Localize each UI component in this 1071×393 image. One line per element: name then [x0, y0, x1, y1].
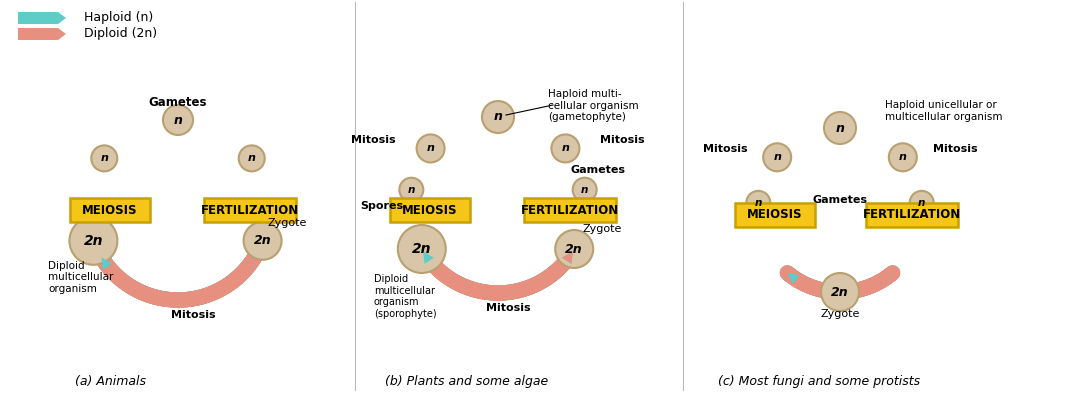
- Text: (b) Plants and some algae: (b) Plants and some algae: [384, 375, 548, 389]
- Text: n: n: [561, 143, 570, 153]
- Text: FERTILIZATION: FERTILIZATION: [521, 204, 619, 217]
- Text: MEIOSIS: MEIOSIS: [82, 204, 138, 217]
- Text: 2n: 2n: [84, 234, 103, 248]
- Text: Zygote: Zygote: [583, 224, 621, 234]
- Text: MEIOSIS: MEIOSIS: [403, 204, 457, 217]
- Text: FERTILIZATION: FERTILIZATION: [863, 209, 961, 222]
- Text: (c) Most fungi and some protists: (c) Most fungi and some protists: [718, 375, 920, 389]
- Text: 2n: 2n: [412, 242, 432, 256]
- Circle shape: [889, 143, 917, 171]
- Circle shape: [764, 143, 791, 171]
- Text: Diploid
multicellular
organism: Diploid multicellular organism: [48, 261, 114, 294]
- Text: n: n: [408, 185, 416, 195]
- Text: Mitosis: Mitosis: [170, 310, 215, 320]
- Text: Mitosis: Mitosis: [601, 136, 645, 145]
- FancyBboxPatch shape: [390, 198, 470, 222]
- Text: n: n: [580, 185, 588, 195]
- Text: Mitosis: Mitosis: [351, 136, 395, 145]
- Text: n: n: [773, 152, 781, 162]
- Circle shape: [573, 178, 597, 202]
- Text: Haploid (n): Haploid (n): [85, 11, 153, 24]
- Text: Diploid (2n): Diploid (2n): [85, 28, 157, 40]
- Circle shape: [70, 217, 118, 265]
- Text: n: n: [174, 114, 182, 127]
- Text: n: n: [101, 153, 108, 163]
- FancyBboxPatch shape: [524, 198, 616, 222]
- Text: Zygote: Zygote: [268, 218, 307, 228]
- Text: MEIOSIS: MEIOSIS: [748, 209, 803, 222]
- Circle shape: [163, 105, 193, 135]
- FancyBboxPatch shape: [203, 198, 296, 222]
- Text: Gametes: Gametes: [149, 95, 208, 108]
- Text: Haploid unicellular or
multicellular organism: Haploid unicellular or multicellular org…: [885, 100, 1002, 121]
- Text: FERTILIZATION: FERTILIZATION: [201, 204, 299, 217]
- Polygon shape: [18, 28, 66, 40]
- Text: n: n: [899, 152, 907, 162]
- FancyBboxPatch shape: [70, 198, 150, 222]
- Circle shape: [555, 230, 593, 268]
- Polygon shape: [18, 12, 66, 24]
- Circle shape: [746, 191, 770, 215]
- Text: Mitosis: Mitosis: [933, 144, 978, 154]
- FancyBboxPatch shape: [866, 203, 957, 227]
- Circle shape: [399, 178, 423, 202]
- Text: Gametes: Gametes: [813, 195, 868, 205]
- Text: Mitosis: Mitosis: [485, 303, 530, 313]
- Text: (a) Animals: (a) Animals: [75, 375, 146, 389]
- Text: Haploid multi-
cellular organism
(gametophyte): Haploid multi- cellular organism (gameto…: [548, 89, 638, 122]
- Text: n: n: [918, 198, 925, 208]
- Text: 2n: 2n: [254, 234, 271, 247]
- Text: n: n: [247, 153, 256, 163]
- Circle shape: [91, 145, 118, 171]
- Text: Spores: Spores: [360, 201, 404, 211]
- Circle shape: [909, 191, 934, 215]
- Text: Mitosis: Mitosis: [703, 144, 748, 154]
- Text: Zygote: Zygote: [820, 309, 860, 319]
- Text: n: n: [755, 198, 761, 208]
- Text: n: n: [835, 121, 844, 134]
- Circle shape: [397, 225, 446, 273]
- Text: 2n: 2n: [831, 285, 849, 299]
- Text: Gametes: Gametes: [571, 165, 625, 175]
- Circle shape: [824, 112, 856, 144]
- Circle shape: [239, 145, 265, 171]
- Circle shape: [552, 134, 579, 162]
- FancyBboxPatch shape: [735, 203, 815, 227]
- Text: 2n: 2n: [565, 242, 583, 255]
- Text: n: n: [426, 143, 435, 153]
- Circle shape: [417, 134, 444, 162]
- Circle shape: [482, 101, 514, 133]
- Text: Diploid
multicellular
organism
(sporophyte): Diploid multicellular organism (sporophy…: [374, 274, 436, 319]
- Circle shape: [243, 222, 282, 260]
- Text: n: n: [494, 110, 502, 123]
- Circle shape: [821, 273, 859, 311]
